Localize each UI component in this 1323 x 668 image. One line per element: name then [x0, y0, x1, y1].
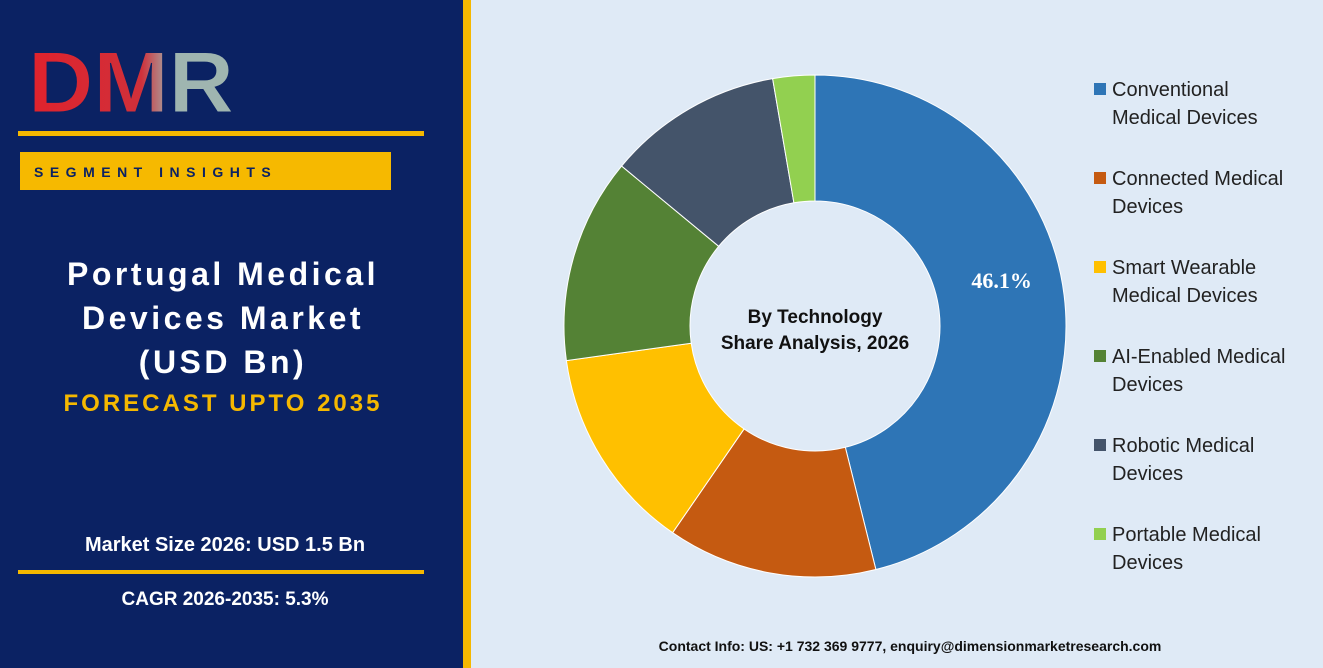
center-text: By Technology [747, 307, 883, 328]
legend-label: AI-Enabled Medical Devices [1112, 346, 1286, 396]
legend-item: Robotic Medical Devices [1094, 432, 1319, 521]
legend-item: AI-Enabled Medical Devices [1094, 343, 1319, 432]
legend-item: Portable Medical Devices [1094, 521, 1319, 610]
legend-swatch [1094, 261, 1106, 273]
footer: Contact Info: US: +1 732 369 9777, enqui… [658, 638, 1162, 654]
legend-swatch [1094, 83, 1106, 95]
legend: Conventional Medical Devices Connected Me… [1094, 76, 1319, 610]
divider [463, 0, 471, 668]
legend-item: Smart Wearable Medical Devices [1094, 254, 1319, 343]
rule [18, 131, 424, 136]
legend-swatch [1094, 528, 1106, 540]
center-label: By Technology Share Analysis, 2026 [700, 305, 930, 357]
donut-segment [814, 74, 1067, 571]
donut: 46.1% [563, 74, 1067, 578]
center-text: Share Analysis, 2026 [720, 333, 910, 354]
logo: DMR [28, 35, 234, 131]
legend-swatch [1094, 172, 1106, 184]
tag-box [20, 152, 391, 190]
legend-item: Conventional Medical Devices [1094, 76, 1319, 165]
legend-item: Connected Medical Devices [1094, 165, 1319, 254]
market-size: Market Size 2026: USD 1.5 Bn [84, 534, 366, 556]
legend-label: Smart Wearable Medical Devices [1112, 257, 1258, 307]
legend-label: Connected Medical Devices [1112, 168, 1284, 218]
donut-segment [671, 428, 877, 578]
value-label: 46.1% [971, 268, 1032, 293]
tag: SEGMENT INSIGHTS [34, 164, 277, 180]
title: Portugal Medical Devices Market (USD Bn) [66, 256, 380, 380]
forecast: FORECAST UPTO 2035 [63, 390, 383, 417]
legend-swatch [1094, 439, 1106, 451]
rule [18, 570, 424, 574]
legend-swatch [1094, 350, 1106, 362]
legend-label: Portable Medical Devices [1112, 524, 1261, 574]
legend-label: Robotic Medical Devices [1112, 435, 1255, 485]
legend-label: Conventional Medical Devices [1112, 79, 1258, 129]
side-panel [0, 0, 463, 668]
donut-segment [772, 74, 816, 204]
cagr: CAGR 2026-2035: 5.3% [121, 589, 329, 610]
